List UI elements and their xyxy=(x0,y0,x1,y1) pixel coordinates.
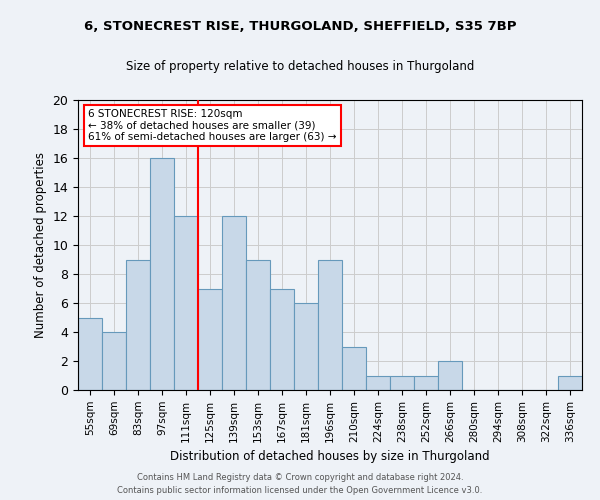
Bar xyxy=(246,260,270,390)
Text: Contains HM Land Registry data © Crown copyright and database right 2024.: Contains HM Land Registry data © Crown c… xyxy=(137,474,463,482)
Bar xyxy=(78,318,102,390)
Bar xyxy=(294,303,318,390)
Bar xyxy=(366,376,390,390)
X-axis label: Distribution of detached houses by size in Thurgoland: Distribution of detached houses by size … xyxy=(170,450,490,463)
Y-axis label: Number of detached properties: Number of detached properties xyxy=(34,152,47,338)
Bar xyxy=(174,216,198,390)
Bar xyxy=(126,260,150,390)
Bar xyxy=(342,346,366,390)
Bar xyxy=(318,260,342,390)
Text: Size of property relative to detached houses in Thurgoland: Size of property relative to detached ho… xyxy=(126,60,474,73)
Bar xyxy=(150,158,174,390)
Bar xyxy=(270,288,294,390)
Bar xyxy=(102,332,126,390)
Text: Contains public sector information licensed under the Open Government Licence v3: Contains public sector information licen… xyxy=(118,486,482,495)
Bar xyxy=(198,288,222,390)
Bar xyxy=(558,376,582,390)
Bar xyxy=(414,376,438,390)
Bar xyxy=(390,376,414,390)
Text: 6 STONECREST RISE: 120sqm
← 38% of detached houses are smaller (39)
61% of semi-: 6 STONECREST RISE: 120sqm ← 38% of detac… xyxy=(88,108,337,142)
Bar xyxy=(438,361,462,390)
Text: 6, STONECREST RISE, THURGOLAND, SHEFFIELD, S35 7BP: 6, STONECREST RISE, THURGOLAND, SHEFFIEL… xyxy=(84,20,516,33)
Bar xyxy=(222,216,246,390)
